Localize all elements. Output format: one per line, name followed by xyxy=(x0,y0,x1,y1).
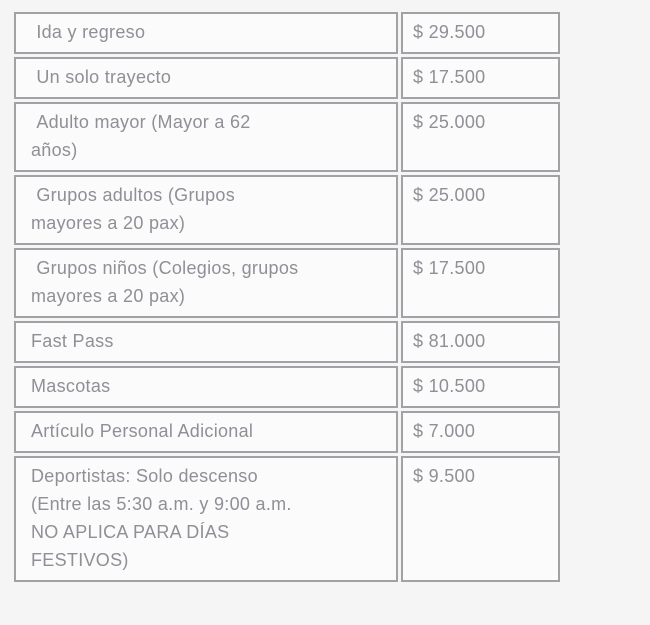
fare-price-cell: $ 10.500 xyxy=(401,366,560,408)
fare-price-cell: $ 7.000 xyxy=(401,411,560,453)
fare-label-cell: Mascotas xyxy=(14,366,398,408)
table-row: Grupos niños (Colegios, grupos mayores a… xyxy=(14,248,560,318)
table-row: Grupos adultos (Grupos mayores a 20 pax)… xyxy=(14,175,560,245)
fare-table: Ida y regreso $ 29.500 Un solo trayecto … xyxy=(11,9,563,585)
fare-price-cell: $ 25.000 xyxy=(401,175,560,245)
table-row: Fast Pass $ 81.000 xyxy=(14,321,560,363)
table-row: Ida y regreso $ 29.500 xyxy=(14,12,560,54)
table-row: Adulto mayor (Mayor a 62 años) $ 25.000 xyxy=(14,102,560,172)
fare-price-cell: $ 29.500 xyxy=(401,12,560,54)
fare-price-cell: $ 17.500 xyxy=(401,57,560,99)
table-row: Deportistas: Solo descenso (Entre las 5:… xyxy=(14,456,560,582)
fare-label-cell: Adulto mayor (Mayor a 62 años) xyxy=(14,102,398,172)
fare-label-cell: Grupos adultos (Grupos mayores a 20 pax) xyxy=(14,175,398,245)
fare-price-cell: $ 81.000 xyxy=(401,321,560,363)
fare-label-cell: Fast Pass xyxy=(14,321,398,363)
fare-label-cell: Deportistas: Solo descenso (Entre las 5:… xyxy=(14,456,398,582)
fare-price-cell: $ 25.000 xyxy=(401,102,560,172)
fare-label-cell: Artículo Personal Adicional xyxy=(14,411,398,453)
table-row: Un solo trayecto $ 17.500 xyxy=(14,57,560,99)
fare-label-cell: Ida y regreso xyxy=(14,12,398,54)
table-row: Artículo Personal Adicional $ 7.000 xyxy=(14,411,560,453)
fare-table-body: Ida y regreso $ 29.500 Un solo trayecto … xyxy=(14,12,560,582)
fare-price-cell: $ 17.500 xyxy=(401,248,560,318)
fare-price-cell: $ 9.500 xyxy=(401,456,560,582)
fare-table-container: Ida y regreso $ 29.500 Un solo trayecto … xyxy=(11,9,563,585)
fare-label-cell: Un solo trayecto xyxy=(14,57,398,99)
table-row: Mascotas $ 10.500 xyxy=(14,366,560,408)
fare-label-cell: Grupos niños (Colegios, grupos mayores a… xyxy=(14,248,398,318)
